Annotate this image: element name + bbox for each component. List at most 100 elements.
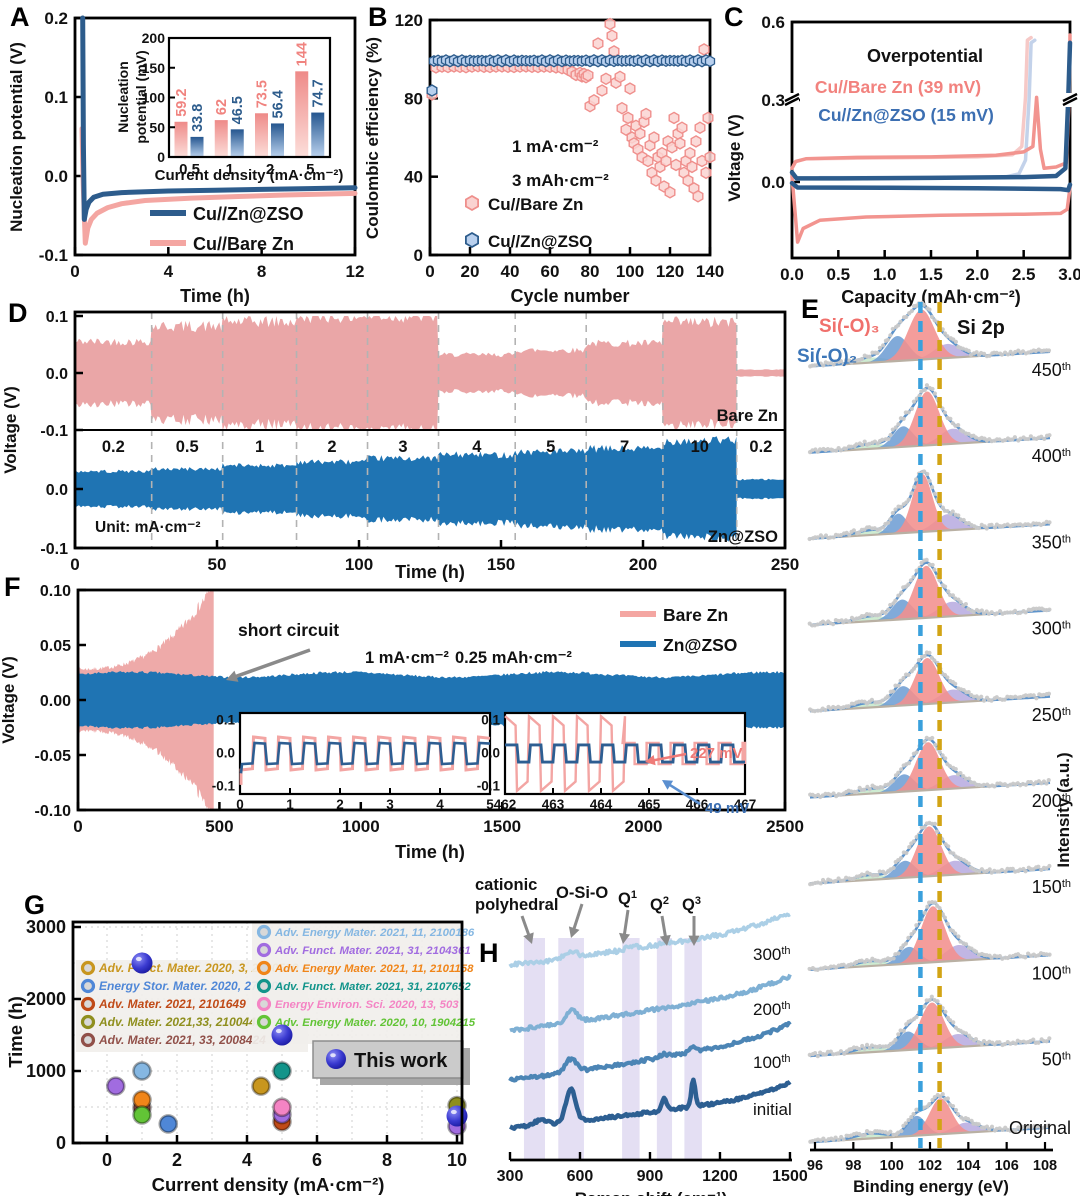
svg-text:140: 140 [696,262,724,281]
svg-text:0: 0 [70,555,79,574]
svg-text:50: 50 [208,555,227,574]
svg-text:1: 1 [255,438,264,456]
svg-text:0.0: 0.0 [780,265,804,284]
svg-text:Nucleation potential (V): Nucleation potential (V) [7,42,26,232]
svg-text:7: 7 [620,438,629,456]
svg-text:96: 96 [807,1158,823,1174]
svg-text:104: 104 [956,1158,980,1174]
svg-text:cationic: cationic [475,876,537,894]
svg-text:1000: 1000 [342,817,380,836]
svg-text:462: 462 [494,797,517,812]
svg-text:1 mA·cm⁻²: 1 mA·cm⁻² [365,649,449,667]
svg-text:80: 80 [404,89,423,108]
svg-text:10: 10 [691,438,709,456]
svg-text:49 mV: 49 mV [705,800,749,817]
svg-text:Adv. Energy Mater. 2020, 10, 1: Adv. Energy Mater. 2020, 10, 1904215 [274,1017,476,1029]
svg-text:200th: 200th [753,1000,791,1019]
svg-text:465: 465 [638,797,661,812]
svg-text:106: 106 [995,1158,1019,1174]
svg-text:Si(-O)₂: Si(-O)₂ [797,346,857,367]
svg-text:40: 40 [501,262,520,281]
svg-text:1 mA·cm⁻²: 1 mA·cm⁻² [512,137,599,156]
svg-text:Si 2p: Si 2p [957,317,1005,339]
svg-text:0.0: 0.0 [481,746,500,761]
svg-text:250: 250 [771,555,799,574]
svg-text:150: 150 [142,60,166,76]
svg-text:Voltage (V): Voltage (V) [1,386,20,474]
svg-text:0.6: 0.6 [761,13,785,32]
svg-text:300th: 300th [1032,619,1071,639]
svg-text:-0.1: -0.1 [40,423,68,440]
svg-text:120: 120 [395,11,423,30]
svg-text:0: 0 [102,1150,112,1170]
svg-text:Energy Stor. Mater. 2020, 27,: Energy Stor. Mater. 2020, 27, 109 [99,979,285,993]
svg-text:Time (h): Time (h) [395,842,465,862]
svg-text:Adv. Mater. 2021, 2101649: Adv. Mater. 2021, 2101649 [98,997,246,1011]
svg-text:2: 2 [172,1150,182,1170]
svg-text:1500: 1500 [483,817,521,836]
svg-text:1000: 1000 [26,1061,66,1081]
svg-text:0.5: 0.5 [179,161,200,178]
svg-text:Q2: Q2 [650,895,669,914]
svg-text:initial: initial [753,1100,792,1119]
panel-e-xps-chart: 450th 400th 350th 300th 250th 200th 150th 100th… [797,300,1073,1196]
svg-text:0: 0 [236,797,244,812]
svg-text:4: 4 [436,797,444,812]
svg-text:0: 0 [56,1133,66,1153]
svg-text:4: 4 [472,438,482,456]
svg-text:74.7: 74.7 [311,79,327,107]
svg-text:0.1: 0.1 [44,88,68,107]
svg-text:8: 8 [382,1150,392,1170]
svg-text:Adv. Mater. 2021, 33, 2008424: Adv. Mater. 2021, 33, 2008424 [98,1033,266,1047]
panel-f-long-cycling-chart: 0 500 1000 1500 2000 25000.100.050.00-0.05-0.… [0,583,804,862]
svg-text:0: 0 [414,246,423,265]
panel-label-d: D [8,298,28,328]
svg-text:600: 600 [567,1168,594,1185]
panel-g-comparison-chart: Adv. Funct. Mater. 2020, 3, 2000599Energ… [5,917,476,1195]
svg-text:2: 2 [266,161,274,178]
svg-text:-0.1: -0.1 [39,246,68,265]
svg-text:0.2: 0.2 [44,9,68,28]
svg-text:2: 2 [336,797,344,812]
svg-text:10: 10 [447,1150,467,1170]
svg-text:1.5: 1.5 [919,265,943,284]
svg-text:20: 20 [461,262,480,281]
svg-text:0: 0 [425,262,434,281]
svg-text:O-Si-O: O-Si-O [556,884,608,902]
svg-text:1: 1 [286,797,294,812]
panel-label-c: C [724,2,744,32]
svg-text:1.0: 1.0 [873,265,897,284]
svg-text:Energy Environ. Sci. 2020, 13,: Energy Environ. Sci. 2020, 13, 503 [275,999,459,1011]
svg-text:potential (mV): potential (mV) [133,50,149,143]
svg-text:467: 467 [734,797,757,812]
svg-text:3.0: 3.0 [1058,265,1080,284]
svg-text:Q1: Q1 [618,889,637,908]
svg-text:300: 300 [497,1168,524,1185]
svg-text:0.05: 0.05 [40,638,71,655]
svg-text:-0.10: -0.10 [35,803,72,820]
svg-text:5: 5 [306,161,314,178]
svg-text:200: 200 [142,30,166,46]
svg-text:Time (h): Time (h) [395,562,465,582]
svg-text:Time (h): Time (h) [180,286,250,306]
svg-text:100: 100 [880,1158,904,1174]
svg-text:This work: This work [354,1050,448,1072]
svg-text:33.8: 33.8 [190,104,206,132]
svg-text:0: 0 [70,262,79,281]
svg-text:Cu//Zn@ZSO: Cu//Zn@ZSO [488,232,592,251]
panel-label-e: E [801,294,820,324]
svg-text:Overpotential: Overpotential [867,46,983,66]
svg-text:350th: 350th [1032,532,1071,552]
svg-text:500: 500 [205,817,233,836]
svg-text:100: 100 [616,262,644,281]
svg-text:400th: 400th [1032,446,1071,466]
svg-text:150th: 150th [1032,877,1071,897]
svg-text:1: 1 [226,161,234,178]
svg-text:102: 102 [918,1158,942,1174]
svg-text:Binding energy (eV): Binding energy (eV) [853,1178,1009,1196]
svg-text:0.00: 0.00 [40,693,71,710]
svg-text:Cu//Bare Zn: Cu//Bare Zn [488,195,583,214]
svg-text:Nucleation: Nucleation [115,61,131,133]
svg-text:Raman shift (cm⁻¹): Raman shift (cm⁻¹) [575,1189,728,1196]
svg-text:0.25 mAh·cm⁻²: 0.25 mAh·cm⁻² [455,649,572,667]
